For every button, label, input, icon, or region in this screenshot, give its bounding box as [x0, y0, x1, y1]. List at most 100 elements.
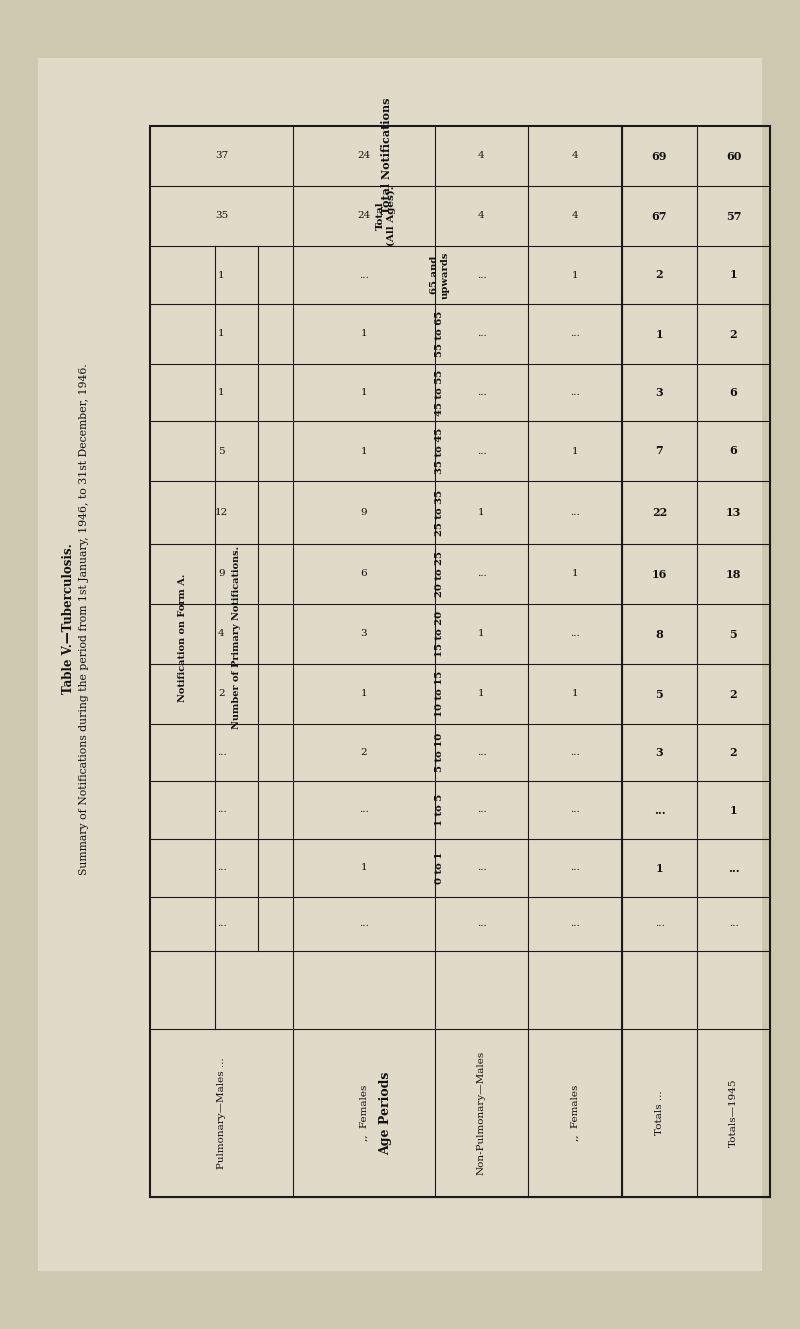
Text: 1 to 5: 1 to 5: [435, 793, 445, 827]
Text: 10 to 15: 10 to 15: [435, 671, 445, 718]
Text: 16: 16: [652, 569, 667, 579]
Text: ...: ...: [654, 804, 666, 816]
Text: ...: ...: [477, 748, 486, 758]
Text: 6: 6: [361, 570, 367, 578]
Text: 5: 5: [730, 629, 738, 639]
Text: 69: 69: [652, 150, 667, 162]
Text: 1: 1: [656, 328, 663, 339]
Text: 1: 1: [361, 330, 367, 339]
Text: ...: ...: [654, 920, 664, 929]
Text: Totals—1945: Totals—1945: [729, 1079, 738, 1147]
Text: 1: 1: [730, 804, 738, 816]
Text: 4: 4: [478, 211, 485, 221]
Text: Age Periods: Age Periods: [379, 1071, 393, 1155]
Text: 5: 5: [218, 447, 225, 456]
Text: 57: 57: [726, 210, 742, 222]
Text: 24: 24: [358, 211, 370, 221]
Text: ...: ...: [477, 271, 486, 279]
Text: 8: 8: [656, 629, 663, 639]
Text: ...: ...: [477, 864, 486, 873]
Text: ...: ...: [359, 271, 369, 279]
Text: 25 to 35: 25 to 35: [435, 489, 445, 536]
Text: Total Notifications: Total Notifications: [381, 98, 391, 214]
Text: 2: 2: [361, 748, 367, 758]
Text: 1: 1: [572, 690, 578, 699]
Text: 4: 4: [572, 152, 578, 161]
Text: 6: 6: [730, 445, 738, 456]
Text: 4: 4: [478, 152, 485, 161]
Text: 18: 18: [726, 569, 741, 579]
Text: 9: 9: [218, 570, 225, 578]
Text: ...: ...: [359, 920, 369, 929]
Text: 3: 3: [656, 747, 663, 758]
Text: 45 to 55: 45 to 55: [435, 369, 445, 416]
Text: 55 to 65: 55 to 65: [435, 311, 445, 358]
Text: 2: 2: [218, 690, 225, 699]
Text: 35: 35: [215, 211, 228, 221]
Text: 22: 22: [652, 506, 667, 518]
Bar: [150, 126, 770, 1197]
Text: 1: 1: [218, 271, 225, 279]
Text: ...: ...: [477, 570, 486, 578]
Text: ...: ...: [570, 388, 580, 397]
Text: 37: 37: [215, 152, 228, 161]
Text: ...: ...: [728, 863, 739, 873]
Text: 1: 1: [361, 447, 367, 456]
Text: 9: 9: [361, 508, 367, 517]
Text: ...: ...: [477, 805, 486, 815]
Text: Non-Pulmonary—Males: Non-Pulmonary—Males: [477, 1051, 486, 1175]
Text: ...: ...: [359, 805, 369, 815]
Text: Table V.—Tuberculosis.: Table V.—Tuberculosis.: [62, 544, 74, 694]
Text: 7: 7: [656, 445, 663, 456]
Text: ...: ...: [477, 330, 486, 339]
Text: 1: 1: [361, 864, 367, 873]
Text: ...: ...: [729, 920, 738, 929]
Text: ...: ...: [570, 330, 580, 339]
Text: Total
(All Ages).: Total (All Ages).: [376, 186, 396, 246]
Text: ,,  Females: ,, Females: [570, 1084, 579, 1142]
Text: 1: 1: [478, 630, 485, 638]
Text: 1: 1: [218, 330, 225, 339]
Text: ...: ...: [217, 805, 226, 815]
Text: ...: ...: [570, 920, 580, 929]
Text: 24: 24: [358, 152, 370, 161]
Text: ,,  Females: ,, Females: [359, 1084, 369, 1142]
Text: 5: 5: [656, 688, 663, 699]
Text: 1: 1: [218, 388, 225, 397]
Text: 65 and
upwards: 65 and upwards: [430, 251, 450, 299]
Text: 2: 2: [730, 747, 738, 758]
Text: 1: 1: [572, 271, 578, 279]
Text: ...: ...: [477, 920, 486, 929]
Text: Summary of Notifications during the period from 1st January, 1946, to 31st Decem: Summary of Notifications during the peri…: [79, 363, 89, 874]
Text: 13: 13: [726, 506, 741, 518]
Text: 12: 12: [215, 508, 228, 517]
Text: ...: ...: [217, 748, 226, 758]
Text: 0 to 1: 0 to 1: [435, 852, 445, 884]
Text: 2: 2: [656, 270, 663, 280]
Text: 1: 1: [478, 690, 485, 699]
Text: 1: 1: [361, 690, 367, 699]
Text: 1: 1: [478, 508, 485, 517]
Text: Pulmonary—Males ...: Pulmonary—Males ...: [217, 1057, 226, 1168]
Text: 3: 3: [656, 387, 663, 397]
Text: 4: 4: [218, 630, 225, 638]
Text: ...: ...: [217, 864, 226, 873]
Text: 1: 1: [572, 447, 578, 456]
Text: 67: 67: [652, 210, 667, 222]
Text: 1: 1: [730, 270, 738, 280]
Text: 35 to 45: 35 to 45: [435, 428, 445, 474]
Text: 1: 1: [656, 863, 663, 873]
Text: ...: ...: [477, 388, 486, 397]
Text: Notification on Form A.: Notification on Form A.: [178, 573, 187, 702]
Text: Number of Primary Notifications.: Number of Primary Notifications.: [232, 546, 241, 730]
Text: ...: ...: [570, 630, 580, 638]
Text: 2: 2: [730, 688, 738, 699]
Text: ...: ...: [570, 864, 580, 873]
Text: 4: 4: [572, 211, 578, 221]
Text: 15 to 20: 15 to 20: [435, 611, 445, 657]
Text: 1: 1: [361, 388, 367, 397]
Text: 20 to 25: 20 to 25: [435, 552, 445, 597]
Text: 5 to 10: 5 to 10: [435, 732, 445, 772]
Text: ...: ...: [570, 748, 580, 758]
Text: Totals ...: Totals ...: [655, 1091, 664, 1135]
